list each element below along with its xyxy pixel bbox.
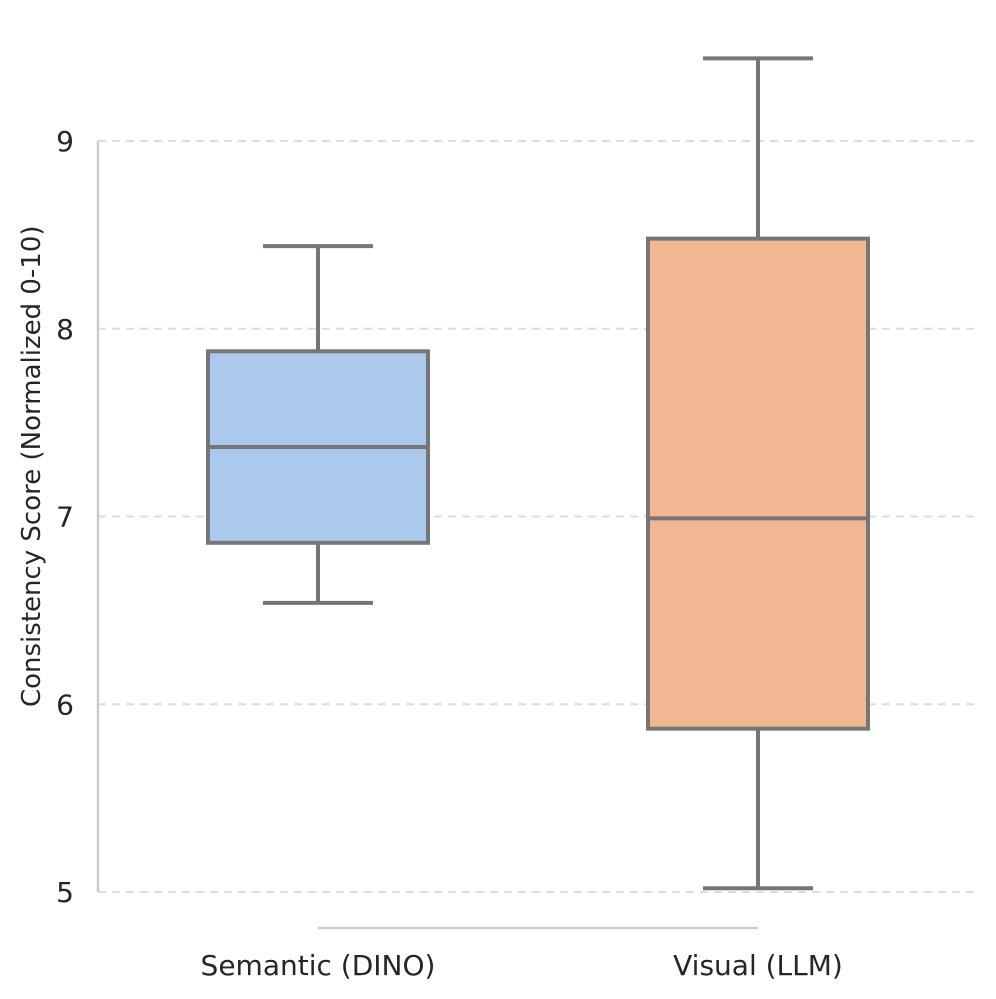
y-axis-title: Consistency Score (Normalized 0-10) xyxy=(17,225,47,707)
x-category-label-visual-llm: Visual (LLM) xyxy=(673,949,843,982)
box-iqr-visual-llm xyxy=(646,236,870,731)
axis-spines xyxy=(96,141,758,930)
x-category-label-semantic-dino: Semantic (DINO) xyxy=(201,949,436,982)
y-tick-label-9: 9 xyxy=(56,125,74,158)
box-layer xyxy=(206,56,870,891)
y-tick-label-5: 5 xyxy=(56,876,74,909)
y-tick-label-6: 6 xyxy=(56,688,74,721)
box-group-visual-llm xyxy=(646,56,870,891)
y-tick-label-8: 8 xyxy=(56,313,74,346)
label-layer: 5 6 7 8 9 Semantic (DINO) Visual (LLM) xyxy=(56,125,843,982)
box-group-semantic-dino xyxy=(206,244,430,605)
y-tick-label-7: 7 xyxy=(56,501,74,534)
